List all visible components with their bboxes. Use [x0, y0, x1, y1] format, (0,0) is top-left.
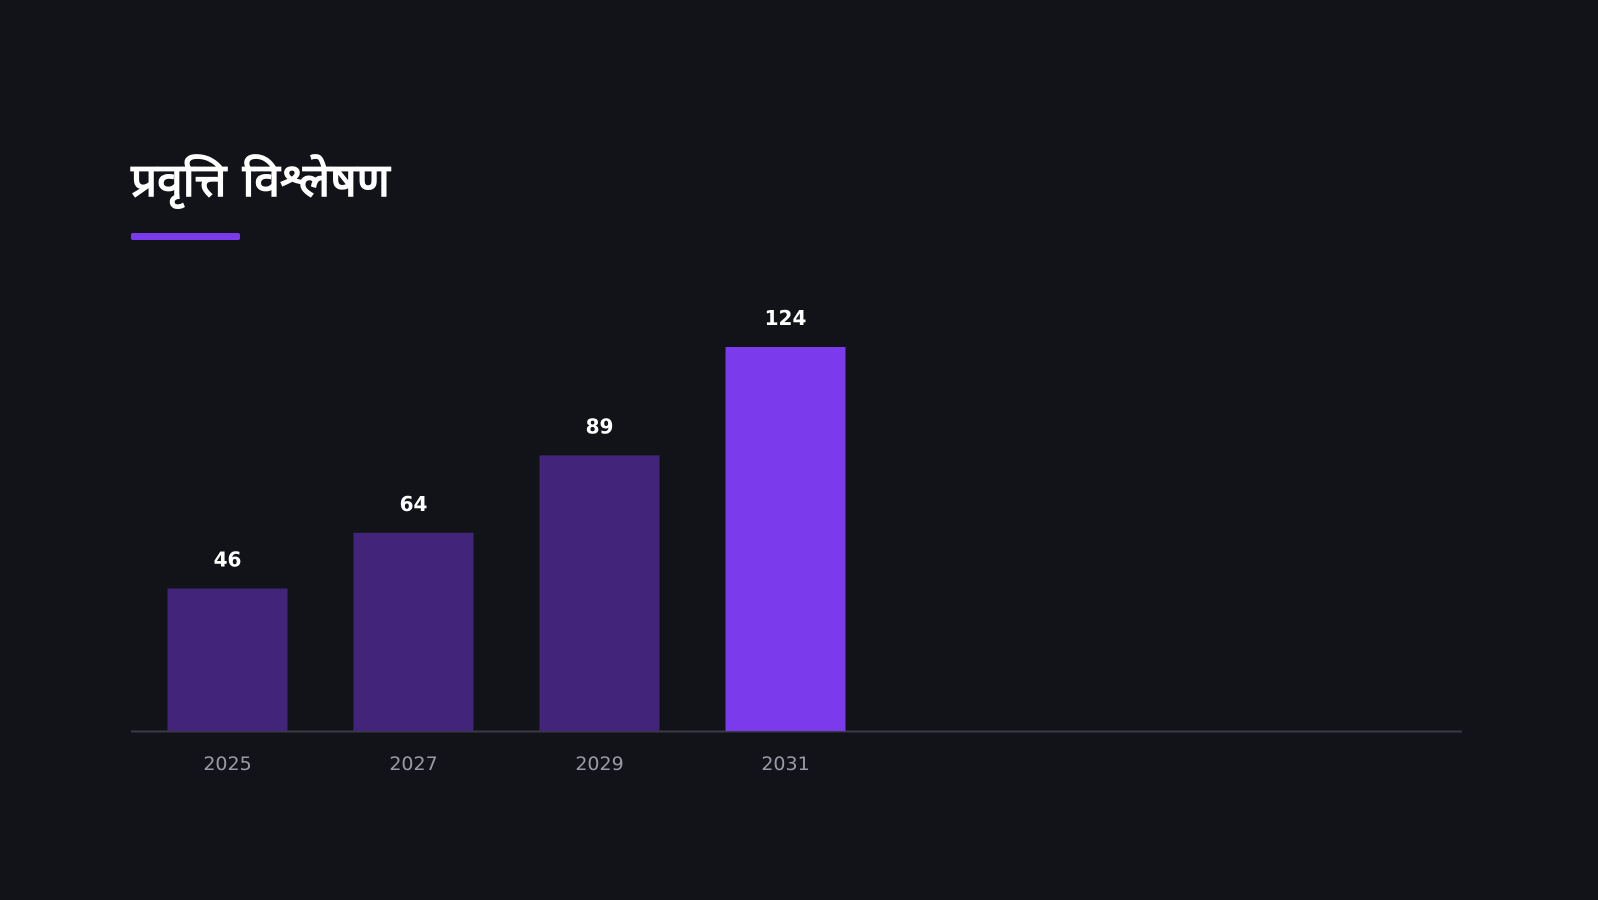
bar-2027	[353, 532, 474, 731]
value-label-2031: 124	[765, 306, 807, 330]
bar-2025	[167, 588, 288, 731]
value-labels-group: 46 64 89 124	[214, 306, 807, 572]
value-label-2029: 89	[586, 414, 614, 438]
title-underline	[131, 233, 240, 240]
x-tick-label-2029: 2029	[575, 753, 623, 775]
value-label-2025: 46	[214, 548, 242, 572]
x-tick-label-2031: 2031	[761, 753, 809, 775]
bars-group	[167, 347, 846, 731]
chart-title: प्रवृत्ति विश्लेषण	[131, 153, 390, 207]
x-tick-label-2027: 2027	[389, 753, 437, 775]
value-label-2027: 64	[400, 492, 428, 516]
bar-2029	[539, 455, 660, 731]
x-tick-label-2025: 2025	[203, 753, 251, 775]
bar-2031	[725, 347, 846, 731]
x-tick-labels-group: 2025 2027 2029 2031	[203, 753, 809, 775]
